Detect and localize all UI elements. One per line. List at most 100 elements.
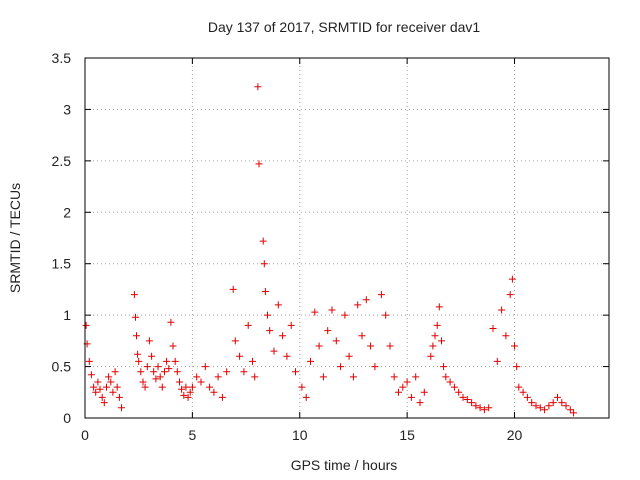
data-point (493, 357, 501, 365)
x-tick-label: 0 (81, 427, 89, 443)
data-point (307, 357, 314, 365)
data-point (566, 406, 574, 414)
data-point (229, 285, 237, 293)
data-point (476, 404, 484, 412)
data-point (210, 388, 218, 396)
data-point (435, 303, 443, 311)
x-axis-label: GPS time / hours (291, 457, 398, 473)
data-point (386, 342, 394, 350)
data-point (358, 332, 366, 340)
y-tick-label: 0.5 (52, 359, 72, 375)
data-point (137, 368, 145, 376)
data-point (341, 311, 349, 319)
data-point (455, 388, 463, 396)
data-point (85, 357, 93, 365)
data-point (532, 402, 540, 410)
data-point (362, 296, 370, 304)
data-point (433, 321, 441, 329)
data-point (107, 378, 115, 386)
data-point (283, 352, 291, 360)
data-point (134, 350, 142, 358)
data-point (169, 342, 177, 350)
data-point (328, 306, 336, 314)
data-point (450, 383, 458, 391)
data-point (180, 391, 188, 399)
data-point (399, 383, 407, 391)
data-point (82, 321, 90, 329)
data-point (513, 363, 521, 371)
data-point (266, 327, 274, 335)
x-tick-label: 5 (188, 427, 196, 443)
data-point (251, 373, 259, 381)
plot-frame (84, 57, 610, 419)
data-point (145, 337, 153, 345)
data-point (407, 393, 415, 401)
y-tick-label: 1 (63, 307, 71, 323)
data-point (264, 311, 271, 319)
data-point (541, 406, 549, 414)
data-point (429, 342, 437, 350)
data-point (420, 388, 428, 396)
data-point (255, 160, 263, 168)
data-point (113, 383, 121, 391)
data-point (249, 357, 256, 365)
data-point (214, 373, 222, 381)
data-point (545, 402, 553, 410)
data-point (98, 393, 106, 401)
data-point (472, 402, 480, 410)
data-point (218, 393, 226, 401)
data-point (152, 375, 160, 383)
data-point (173, 368, 181, 376)
data-point (480, 406, 488, 414)
chart-title: Day 137 of 2017, SRMTID for receiver dav… (208, 19, 481, 35)
data-point (143, 363, 151, 371)
data-point (498, 306, 506, 314)
data-point (240, 368, 248, 376)
data-point (431, 332, 439, 340)
data-point (141, 383, 149, 391)
data-point (570, 409, 578, 417)
data-point (463, 396, 471, 403)
data-point (302, 393, 310, 401)
data-point (489, 325, 497, 332)
x-tick-label: 20 (507, 427, 523, 443)
data-point (502, 332, 510, 340)
data-point (135, 357, 143, 365)
data-point (354, 301, 362, 309)
data-point (298, 383, 306, 391)
data-point (197, 378, 205, 386)
data-point (446, 378, 454, 386)
y-tick-label: 2.5 (52, 153, 72, 169)
data-point (371, 363, 379, 371)
data-point (558, 399, 566, 407)
data-point (345, 352, 353, 360)
data-point (562, 402, 570, 410)
data-point (254, 83, 262, 91)
data-point (150, 368, 158, 376)
data-point (395, 388, 402, 396)
data-point (349, 373, 357, 381)
data-point (231, 337, 239, 345)
y-tick-label: 3.5 (52, 50, 72, 66)
data-point (292, 368, 299, 376)
data-point (279, 332, 287, 340)
data-point (523, 393, 531, 401)
data-point (111, 368, 119, 376)
data-point (377, 291, 385, 299)
data-point (416, 399, 424, 407)
x-tick-label: 15 (399, 427, 415, 443)
data-point (367, 342, 375, 350)
data-point (201, 363, 209, 371)
data-point (87, 371, 95, 379)
data-point (178, 385, 186, 393)
data-point (549, 399, 557, 407)
data-point (515, 383, 523, 391)
data-point (337, 363, 345, 371)
data-point (148, 352, 156, 360)
data-point (382, 311, 390, 319)
data-point (403, 378, 411, 386)
data-point (287, 321, 295, 329)
data-point (133, 332, 140, 340)
data-point (485, 404, 493, 412)
